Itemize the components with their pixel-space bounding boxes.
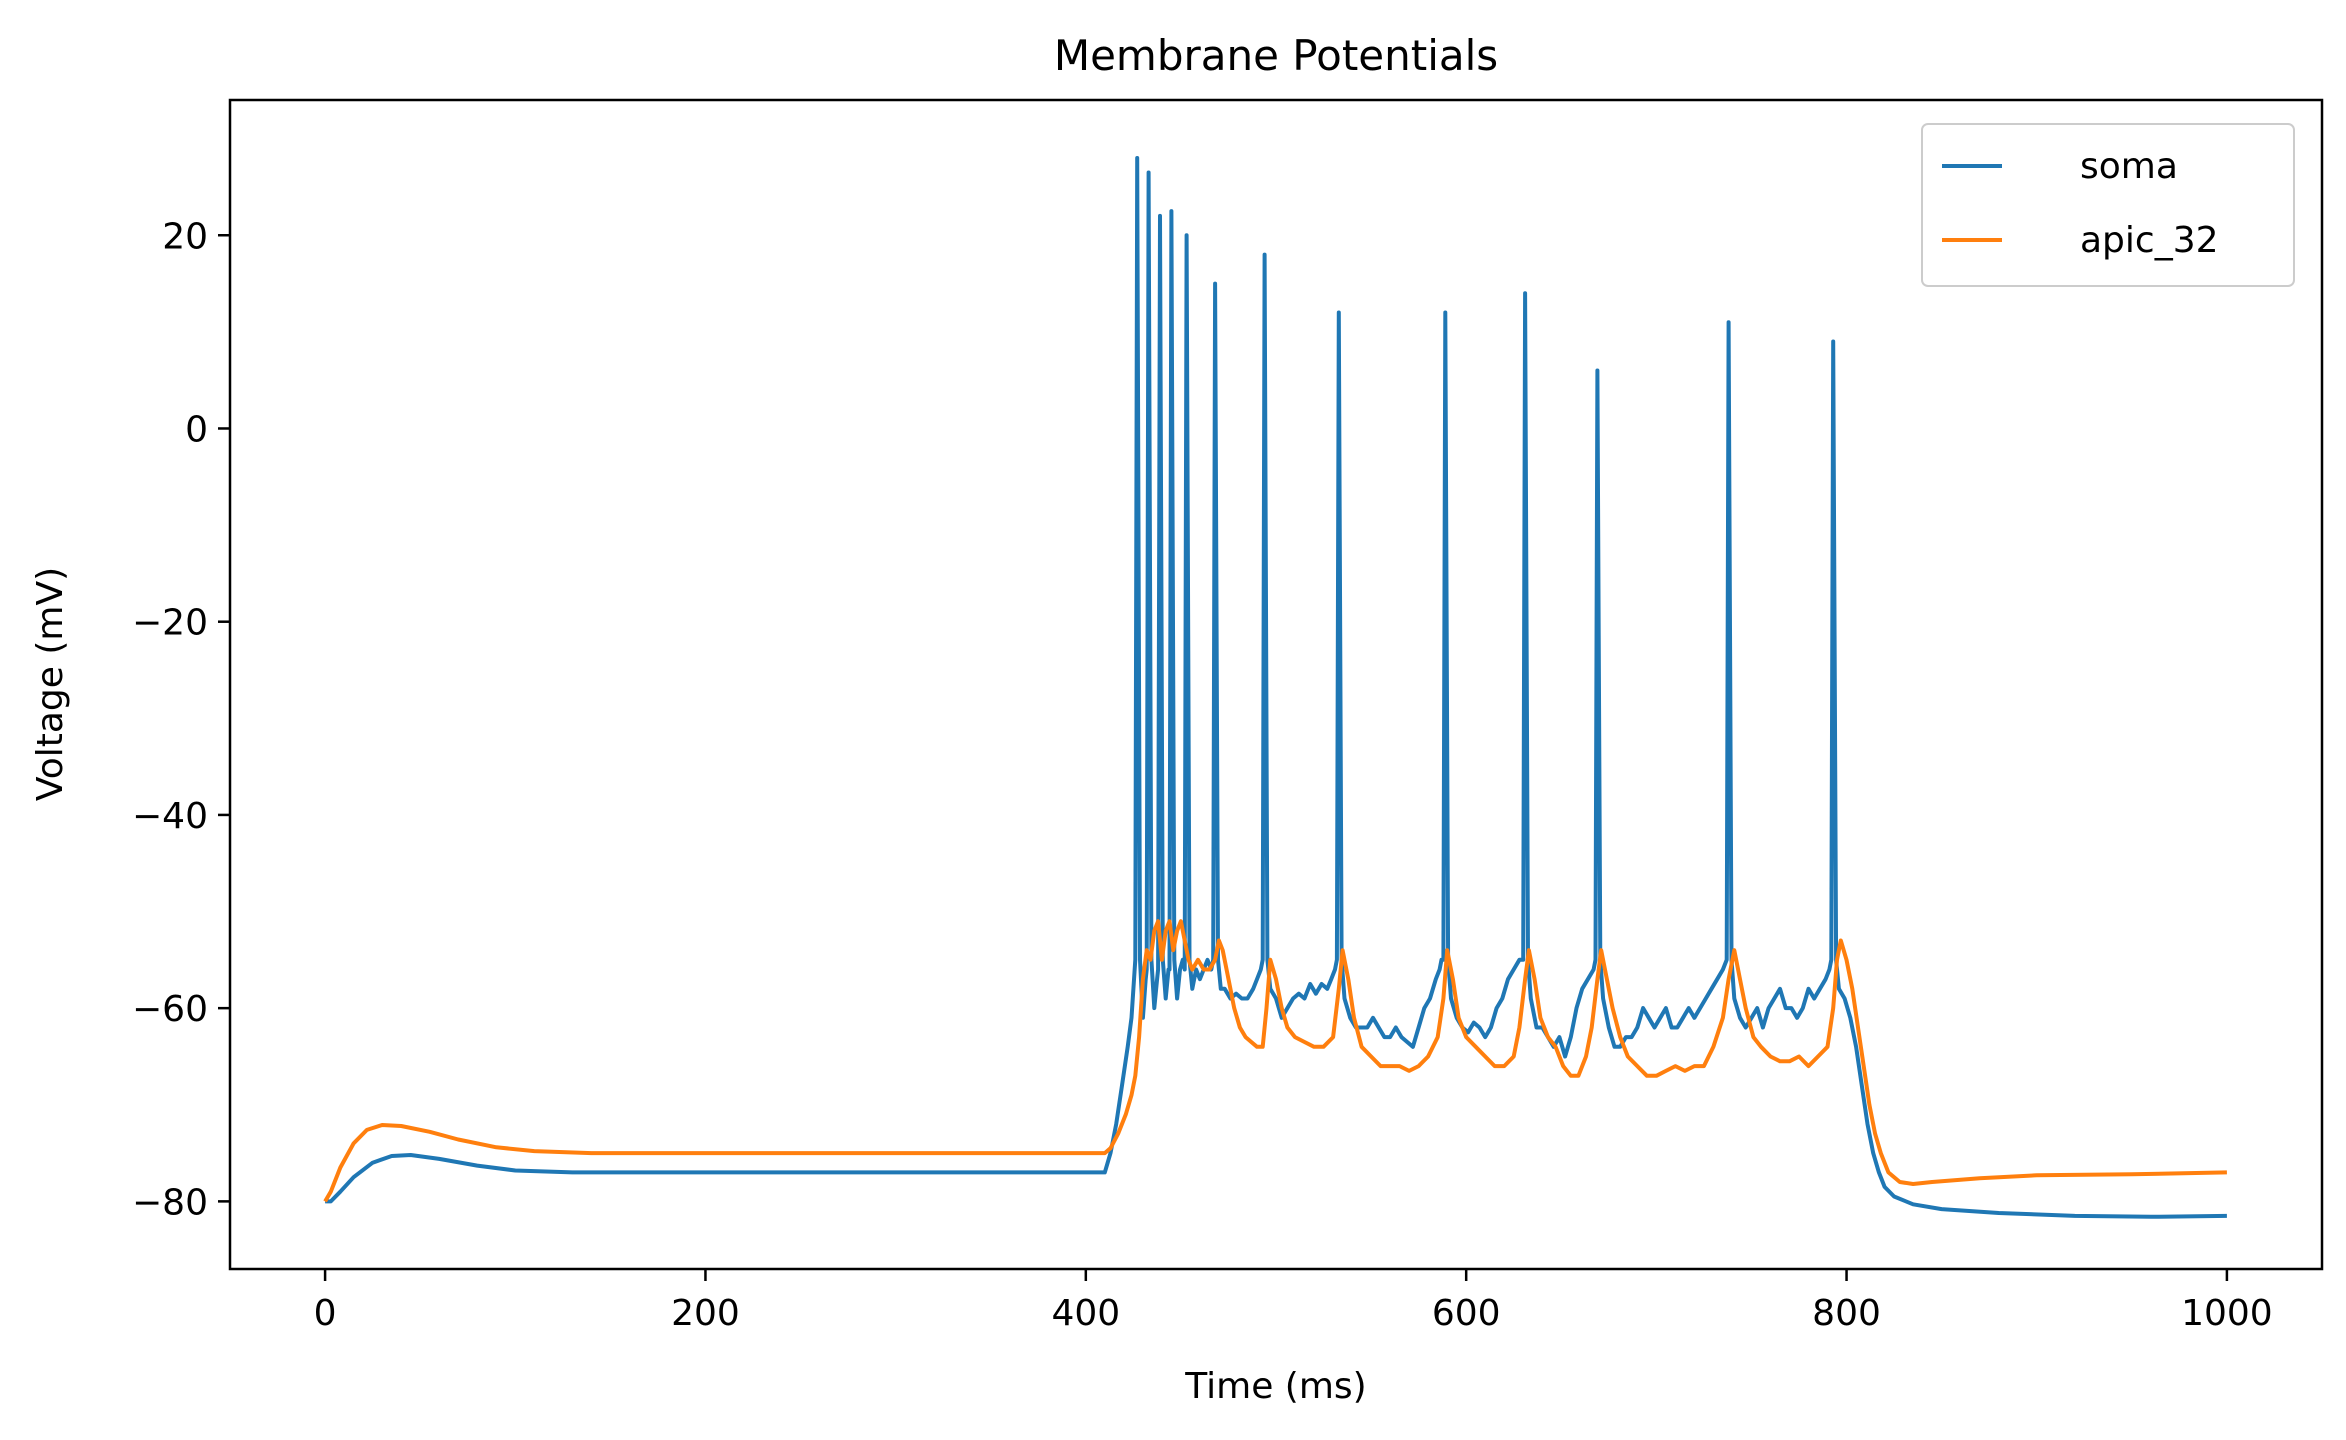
x-axis-title: Time (ms)	[1184, 1366, 1366, 1407]
y-tick-label: −20	[132, 603, 208, 644]
x-tick-label: 800	[1812, 1293, 1881, 1334]
x-tick-label: 0	[314, 1293, 337, 1334]
y-tick-label: 0	[185, 409, 208, 450]
x-tick-label: 200	[671, 1293, 740, 1334]
x-tick-label: 400	[1051, 1293, 1120, 1334]
series-line-apic-32	[323, 919, 2227, 1203]
y-tick-label: −60	[132, 989, 208, 1030]
series-line-soma	[325, 156, 2227, 1219]
x-tick-label: 600	[1432, 1293, 1501, 1334]
x-tick-label: 1000	[2181, 1293, 2273, 1334]
y-tick-label: −80	[132, 1182, 208, 1223]
legend-label-soma: soma	[2080, 146, 2178, 187]
axes-layer: 0 200 400 600 800 1000 −80 −60 −40 −20 0 20	[132, 216, 2273, 1334]
y-tick-label: −40	[132, 796, 208, 837]
chart-title: Membrane Potentials	[1054, 31, 1498, 80]
y-axis-title: Voltage (mV)	[30, 567, 71, 801]
legend-box	[1921, 123, 2295, 287]
legend: soma apic_32	[1921, 123, 2295, 287]
plot-layer	[323, 156, 2227, 1219]
plot-frame	[228, 98, 2324, 1271]
y-tick-label: 20	[162, 216, 208, 257]
legend-label-apic-32: apic_32	[2080, 220, 2219, 261]
